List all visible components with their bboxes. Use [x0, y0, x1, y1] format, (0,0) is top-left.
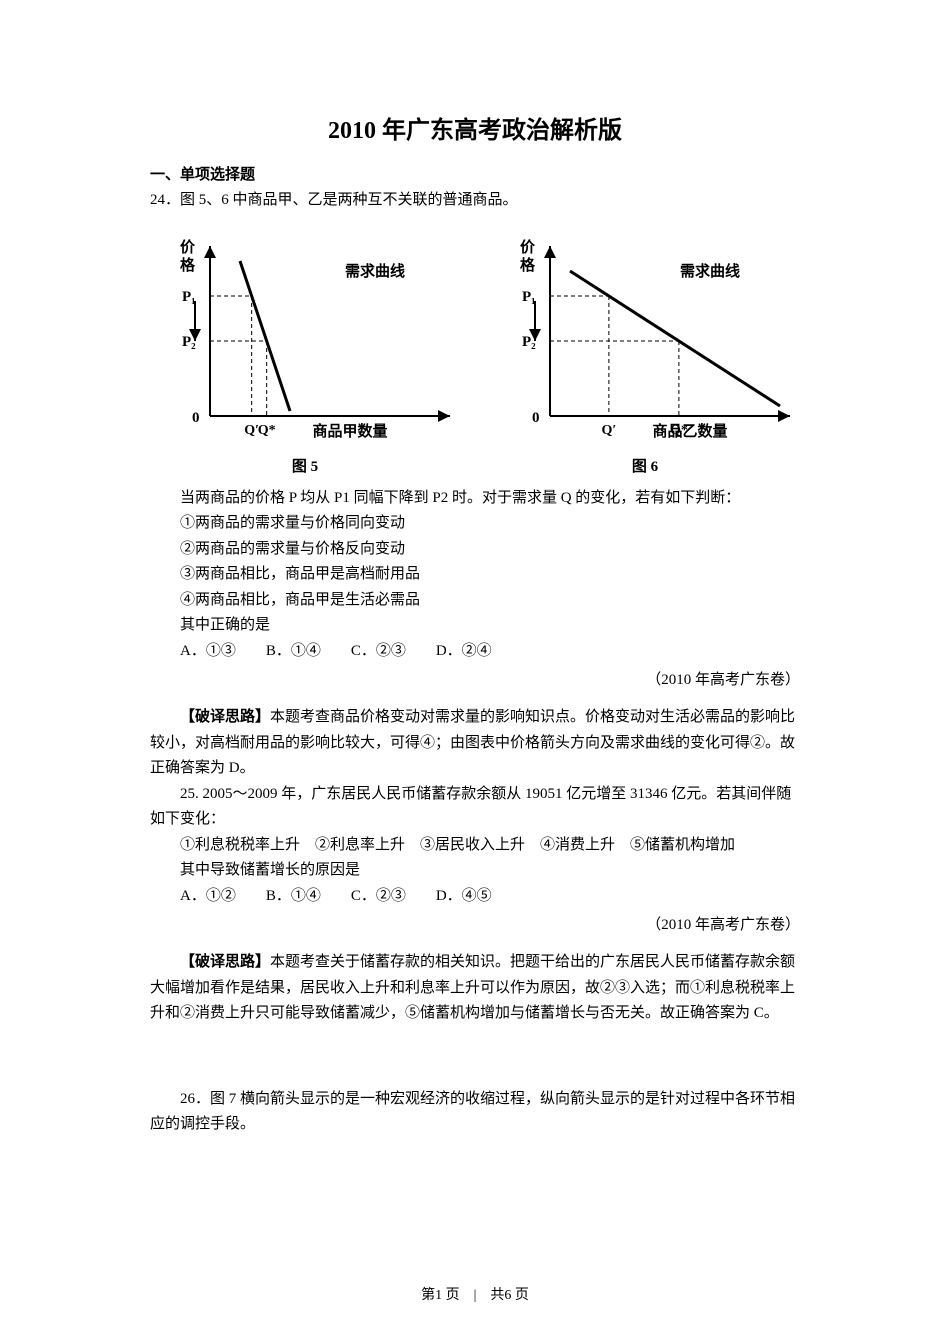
charts-row: 价格商品甲数量0P₁P₂Q′Q*需求曲线 图 5 价格商品乙数量0P₁P₂Q′Q… — [150, 226, 800, 476]
svg-text:Q′: Q′ — [601, 423, 616, 438]
q24-prompt: 当两商品的价格 P 均从 P1 同幅下降到 P2 时。对于需求量 Q 的变化，若… — [150, 486, 800, 512]
page-title: 2010 年广东高考政治解析版 — [150, 110, 800, 145]
chart6-block: 价格商品乙数量0P₁P₂Q′Q*需求曲线 图 6 — [490, 226, 800, 476]
page-footer: 第1 页 | 共6 页 — [0, 1284, 950, 1304]
section-heading: 一、单项选择题 — [150, 163, 800, 184]
q24-explain-label: 【破译思路】 — [180, 709, 270, 725]
q25-opts: ①利息税税率上升 ②利息率上升 ③居民收入上升 ④消费上升 ⑤储蓄机构增加 — [150, 833, 800, 859]
q24-opt4: ④两商品相比，商品甲是生活必需品 — [150, 588, 800, 614]
svg-text:P₁: P₁ — [182, 289, 196, 305]
q26-stem: 26．图 7 横向箭头显示的是一种宏观经济的收缩过程，纵向箭头显示的是针对过程中… — [150, 1087, 800, 1138]
q25-explain: 【破译思路】本题考查关于储蓄存款的相关知识。把题干给出的广东居民人民币储蓄存款余… — [150, 950, 800, 1027]
q25-stem: 25. 2005～2009 年，广东居民人民币储蓄存款余额从 19051 亿元增… — [150, 782, 800, 833]
svg-text:Q*: Q* — [258, 423, 276, 438]
svg-text:需求曲线: 需求曲线 — [680, 262, 740, 280]
q24-ask: 其中正确的是 — [150, 613, 800, 639]
svg-text:P₁: P₁ — [522, 289, 536, 305]
q24-opt1: ①两商品的需求量与价格同向变动 — [150, 511, 800, 537]
svg-text:商品乙数量: 商品乙数量 — [652, 422, 727, 440]
q25-ask: 其中导致储蓄增长的原因是 — [150, 858, 800, 884]
q24-opt2: ②两商品的需求量与价格反向变动 — [150, 537, 800, 563]
chart6-caption: 图 6 — [490, 455, 800, 476]
spacer — [150, 1027, 800, 1087]
svg-text:需求曲线: 需求曲线 — [345, 262, 405, 280]
svg-text:价: 价 — [180, 239, 196, 256]
svg-text:Q*: Q* — [670, 423, 688, 438]
q24-opt3: ③两商品相比，商品甲是高档耐用品 — [150, 562, 800, 588]
chart5-block: 价格商品甲数量0P₁P₂Q′Q*需求曲线 图 5 — [150, 226, 460, 476]
svg-text:价: 价 — [520, 239, 536, 256]
svg-text:格: 格 — [180, 256, 196, 274]
svg-text:0: 0 — [532, 410, 540, 426]
chart5-caption: 图 5 — [150, 455, 460, 476]
svg-text:0: 0 — [192, 410, 200, 426]
q25-source: （2010 年高考广东卷） — [150, 913, 800, 934]
q25-explain-label: 【破译思路】 — [180, 954, 270, 970]
svg-text:商品甲数量: 商品甲数量 — [312, 422, 387, 440]
q24-source: （2010 年高考广东卷） — [150, 668, 800, 689]
svg-text:格: 格 — [520, 256, 536, 274]
chart6-svg: 价格商品乙数量0P₁P₂Q′Q*需求曲线 — [490, 226, 800, 446]
q24-explain: 【破译思路】本题考查商品价格变动对需求量的影响知识点。价格变动对生活必需品的影响… — [150, 705, 800, 782]
q24-choices: A．①③ B．①④ C．②③ D．②④ — [150, 639, 800, 665]
q24-stem: 24．图 5、6 中商品甲、乙是两种互不关联的普通商品。 — [150, 188, 800, 214]
q25-choices: A．①② B．①④ C．②③ D．④⑤ — [150, 884, 800, 910]
chart5-svg: 价格商品甲数量0P₁P₂Q′Q*需求曲线 — [150, 226, 460, 446]
